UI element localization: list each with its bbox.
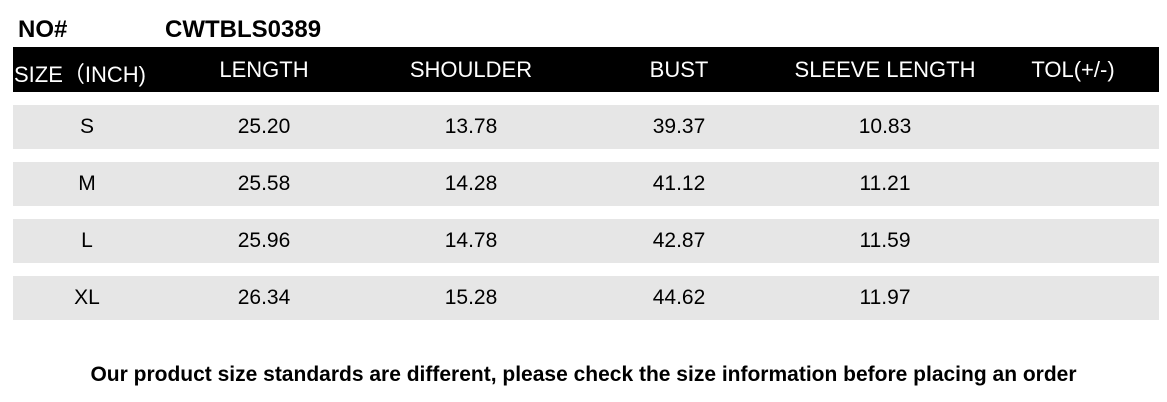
product-number: CWTBLS0389 [165, 16, 322, 43]
table-cell: 25.96 [237, 229, 291, 252]
table-row: XL 26.34 15.28 44.62 11.97 [13, 276, 1159, 320]
column-header: SLEEVE LENGTH [794, 57, 976, 82]
footer-note: Our product size standards are different… [90, 363, 1077, 386]
table-cell: 11.21 [859, 172, 911, 195]
table-cell: 39.37 [652, 115, 706, 138]
table-cell: 11.59 [859, 229, 911, 252]
table-cell: S [79, 115, 95, 138]
no-label: NO# [18, 16, 68, 43]
table-cell: 25.20 [237, 115, 291, 138]
table-row: L 25.96 14.78 42.87 11.59 [13, 219, 1159, 263]
table-header [13, 47, 1159, 92]
table-cell: 15.28 [444, 286, 498, 309]
table-row: S 25.20 13.78 39.37 10.83 [13, 105, 1159, 149]
table-cell: 44.62 [652, 286, 706, 309]
table-cell: 11.97 [859, 286, 911, 309]
table-cell: 13.78 [444, 115, 498, 138]
table-row: M 25.58 14.28 41.12 11.21 [13, 162, 1159, 206]
table-cell: 42.87 [652, 229, 706, 252]
column-header: TOL(+/-) [1031, 57, 1115, 82]
column-header: SIZE（INCH) [14, 62, 147, 87]
table-cell: 25.58 [237, 172, 291, 195]
table-cell: 14.28 [444, 172, 498, 195]
table-cell: 41.12 [652, 172, 706, 195]
table-cell: 14.78 [444, 229, 498, 252]
table-cell: M [78, 172, 96, 195]
table-cell: 10.83 [858, 115, 912, 138]
column-header: LENGTH [219, 57, 309, 82]
column-header: BUST [649, 57, 709, 82]
column-header: SHOULDER [409, 57, 533, 82]
table-cell: L [81, 229, 93, 252]
table-cell: XL [74, 286, 100, 309]
table-cell: 26.34 [237, 286, 291, 309]
